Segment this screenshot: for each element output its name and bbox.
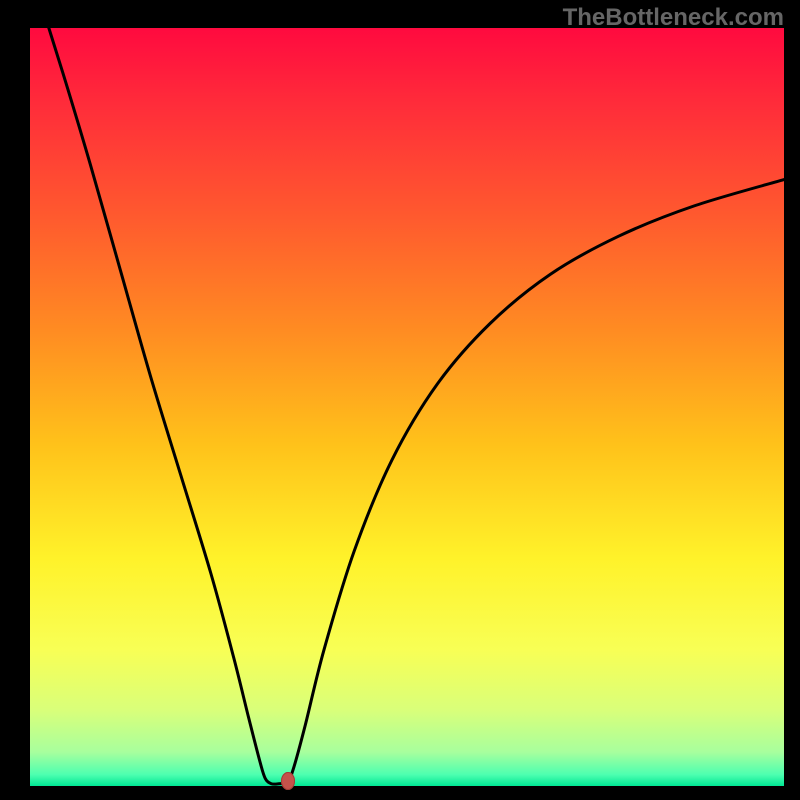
plot-area bbox=[30, 28, 784, 786]
bottleneck-curve bbox=[30, 28, 784, 786]
chart-frame: TheBottleneck.com bbox=[0, 0, 800, 800]
optimal-point-marker bbox=[281, 772, 295, 790]
curve-path bbox=[49, 28, 784, 784]
